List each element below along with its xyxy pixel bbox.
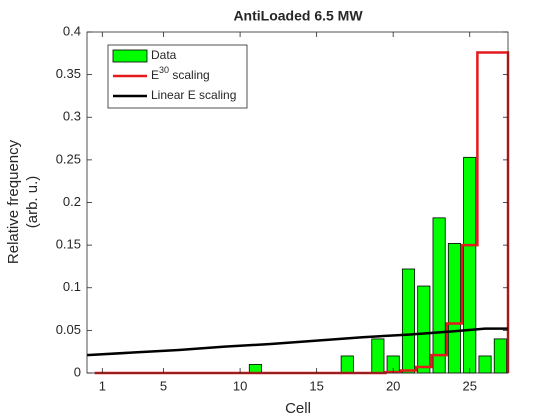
x-tick-label: 5	[160, 378, 167, 393]
bar	[401, 268, 416, 374]
x-tick-label: 10	[233, 378, 247, 393]
bar	[248, 364, 262, 374]
chart-title: AntiLoaded 6.5 MW	[233, 8, 363, 24]
bar	[478, 355, 492, 374]
y-tick-label: 0	[74, 364, 81, 379]
bar	[417, 285, 431, 374]
bar	[447, 243, 461, 374]
y-axis-label: (arb. u.)	[24, 176, 41, 229]
y-tick-label: 0.15	[56, 237, 81, 252]
legend-label: Data	[151, 48, 177, 62]
bar	[493, 338, 507, 374]
x-tick-label: 1	[99, 378, 106, 393]
legend-swatch	[112, 49, 148, 63]
legend-label: Linear E scaling	[151, 88, 236, 102]
y-tick-label: 0.35	[56, 66, 81, 81]
y-tick-label: 0.3	[63, 109, 81, 124]
bar	[432, 217, 446, 374]
x-tick-label: 25	[462, 378, 476, 393]
y-tick-label: 0.4	[63, 23, 81, 38]
y-tick-label: 0.1	[63, 279, 81, 294]
line	[86, 327, 508, 357]
x-tick-label: 15	[309, 378, 323, 393]
legend-label: E30 scaling	[151, 65, 210, 82]
y-tick-label: 0.25	[56, 151, 81, 166]
y-axis-label: Relative frequency	[5, 139, 22, 264]
y-tick-label: 0.05	[56, 322, 81, 337]
bar	[371, 338, 385, 374]
y-tick-label: 0.2	[63, 194, 81, 209]
x-tick-label: 20	[386, 378, 400, 393]
bar	[463, 156, 477, 374]
bar	[340, 355, 354, 374]
x-axis-label: Cell	[285, 400, 311, 417]
